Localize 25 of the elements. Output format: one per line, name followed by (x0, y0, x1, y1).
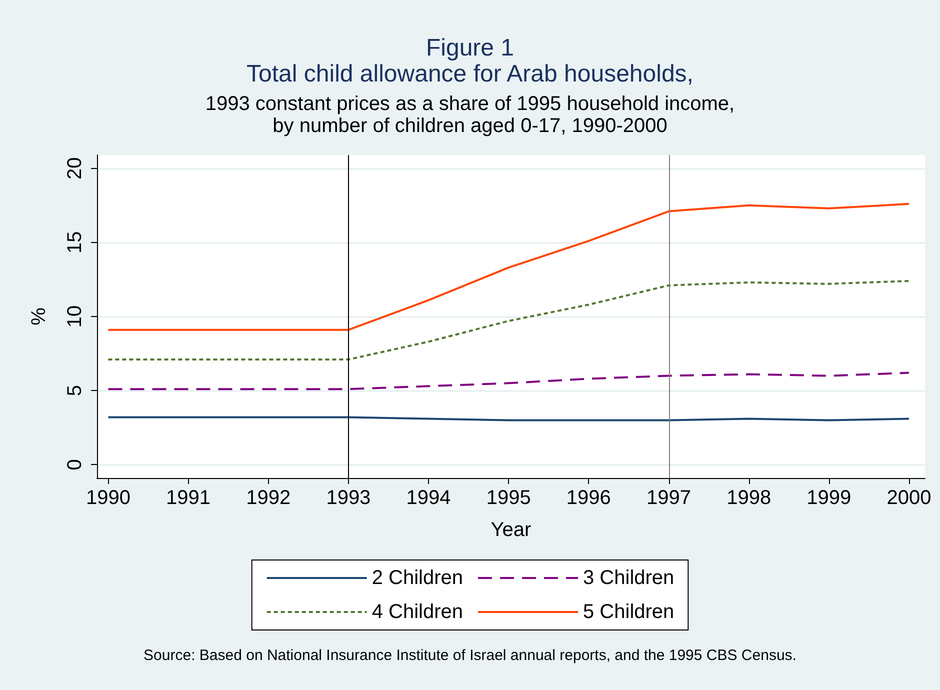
x-tick-label: 2000 (886, 487, 932, 509)
y-axis-title: % (28, 307, 50, 326)
x-tick-label: 1990 (86, 487, 130, 509)
x-axis-title: Year (490, 519, 532, 541)
x-tick-label: 1994 (406, 487, 451, 509)
legend-label: 2 Children (372, 567, 464, 589)
y-tick-label: 15 (64, 231, 86, 254)
y-tick-label: 0 (64, 459, 86, 470)
legend-label: 3 Children (583, 567, 674, 589)
x-tick-label: 1995 (486, 487, 531, 509)
source-note: Source: Based on National Insurance Institute of Israel annual reports, and the 1995 CBS Census. (144, 647, 796, 664)
y-tick-label: 10 (64, 305, 86, 328)
x-tick-label: 1997 (646, 487, 691, 509)
y-tick-label: 20 (64, 157, 86, 180)
x-tick-label: 1991 (166, 487, 211, 509)
chart-subtitle: 1993 constant prices as a share of 1995 household income, by number of children aged 0-17, 1990-2000 (205, 93, 735, 137)
legend-label: 5 Children (583, 601, 674, 623)
legend-label: 4 Children (372, 601, 464, 623)
y-tick-label: 5 (64, 385, 86, 396)
chart-title: Figure 1 Total child allowance for Arab households, (246, 34, 694, 88)
x-tick-label: 1998 (726, 487, 772, 509)
x-tick-label: 1992 (246, 487, 291, 509)
x-tick-label: 1999 (806, 487, 852, 509)
x-tick-label: 1993 (326, 487, 371, 509)
x-tick-label: 1996 (566, 487, 611, 509)
